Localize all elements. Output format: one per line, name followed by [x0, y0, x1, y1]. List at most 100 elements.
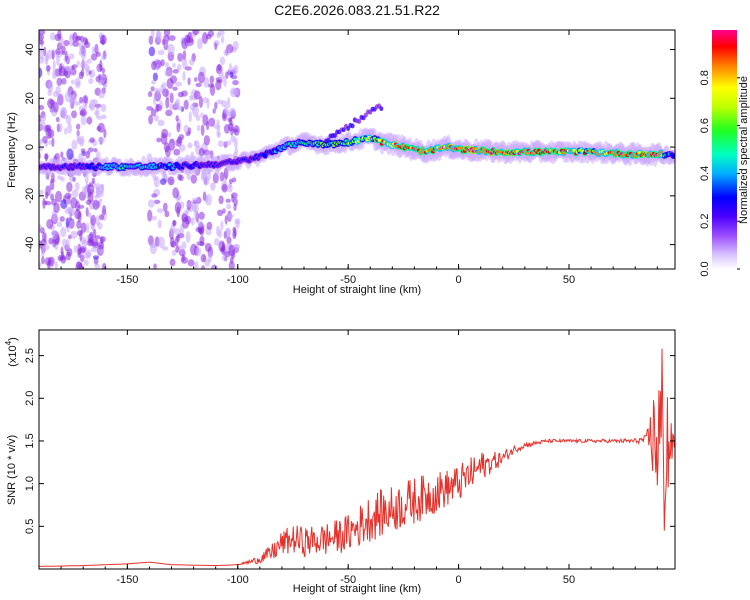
noise-speckle [40, 238, 47, 246]
noise-speckle [51, 230, 59, 240]
noise-speckle [173, 100, 179, 109]
noise-speckle [223, 124, 231, 134]
noise-speckle [99, 75, 106, 84]
noise-speckle [147, 91, 153, 98]
noise-speckle [227, 184, 233, 193]
noise-speckle [59, 63, 63, 73]
noise-speckle [94, 194, 100, 199]
noise-speckle [76, 35, 82, 41]
noise-speckle [161, 128, 169, 139]
noise-speckle [95, 186, 99, 198]
noise-speckle [182, 50, 187, 61]
noise-speckle [230, 192, 238, 199]
noise-speckle [80, 222, 87, 234]
chart-title: C2E6.2026.083.21.51.R22 [274, 2, 440, 18]
noise-speckle [39, 142, 42, 147]
noise-speckle [39, 114, 42, 123]
noise-speckle [72, 40, 80, 47]
noise-speckle [226, 236, 232, 244]
spectrogram-y-ticks: -40 -20 0 20 40 [24, 43, 675, 253]
noise-speckle [68, 216, 72, 221]
noise-speckle [156, 137, 162, 143]
noise-speckle [64, 50, 68, 62]
noise-speckle [96, 115, 103, 120]
noise-speckle [88, 77, 94, 85]
colorbar-tick-label: 0.0 [699, 261, 711, 276]
noise-speckle [77, 248, 82, 259]
noise-speckle [186, 201, 192, 208]
spectrogram-xtick-label: 50 [563, 274, 575, 286]
noise-speckle [57, 30, 62, 40]
noise-speckle [85, 66, 90, 77]
noise-speckle [84, 41, 91, 49]
colorbar-ticks: 0.0 0.2 0.4 0.6 0.8 [699, 70, 740, 277]
snr-series-line [39, 348, 675, 567]
noise-speckle [193, 261, 199, 269]
noise-speckle [169, 258, 176, 267]
noise-speckle [181, 58, 188, 69]
noise-speckle [232, 79, 239, 86]
noise-speckle [78, 41, 85, 52]
noise-speckle [193, 202, 199, 215]
noise-speckle [150, 215, 157, 221]
noise-speckle [165, 97, 170, 109]
noise-speckle [186, 42, 192, 47]
noise-speckle [60, 246, 64, 256]
noise-speckle [218, 229, 223, 238]
noise-speckle [216, 32, 221, 39]
noise-speckle [39, 189, 45, 196]
noise-speckle [70, 79, 75, 85]
noise-speckle [148, 114, 154, 125]
noise-speckle [225, 228, 231, 238]
noise-speckle [172, 219, 177, 227]
snr-xtick-label: -150 [116, 574, 138, 586]
noise-speckle [167, 43, 175, 55]
noise-speckle [209, 75, 215, 84]
streak-cell [350, 123, 355, 129]
noise-speckle [92, 255, 100, 260]
noise-speckle [86, 222, 90, 234]
noise-speckle [101, 262, 107, 269]
noise-speckle [52, 60, 56, 72]
noise-speckle [40, 249, 45, 257]
noise-speckle [185, 231, 191, 243]
noise-speckle [176, 122, 181, 133]
noise-speckle [171, 249, 177, 256]
noise-speckle [70, 197, 78, 209]
noise-speckle [91, 46, 96, 55]
noise-speckle [94, 103, 102, 108]
noise-speckle [78, 262, 83, 269]
noise-speckle [187, 127, 192, 135]
noise-speckle [153, 114, 160, 122]
noise-speckle [77, 204, 85, 209]
noise-speckle [217, 63, 222, 72]
snr-y-axis-label: SNR (10 * v/v) [6, 435, 18, 505]
noise-speckle [160, 59, 165, 67]
noise-speckle [194, 140, 200, 149]
noise-speckle [233, 125, 240, 136]
noise-speckle [92, 228, 97, 239]
noise-speckle [223, 75, 227, 88]
noise-speckle [54, 261, 58, 269]
noise-speckle [51, 137, 55, 148]
colorbar-tick-label: 0.4 [699, 166, 711, 181]
noise-speckle [174, 81, 183, 87]
noise-speckle [89, 137, 95, 143]
noise-speckle [191, 197, 200, 203]
noise-speckle [164, 69, 172, 77]
noise-speckle [39, 39, 45, 45]
noise-speckle [80, 60, 86, 70]
noise-speckle [65, 238, 71, 251]
noise-speckle [170, 240, 177, 248]
noise-speckle [101, 204, 107, 216]
noise-speckle [152, 72, 158, 82]
snr-ytick-label: 2.0 [24, 391, 36, 406]
noise-speckle [86, 58, 92, 64]
noise-speckle [57, 93, 64, 106]
ridge-core-cell [671, 154, 675, 158]
noise-speckle [229, 107, 236, 116]
noise-speckle [84, 173, 89, 184]
noise-speckle [68, 53, 75, 60]
noise-speckle [150, 108, 157, 117]
noise-speckle [63, 39, 70, 47]
